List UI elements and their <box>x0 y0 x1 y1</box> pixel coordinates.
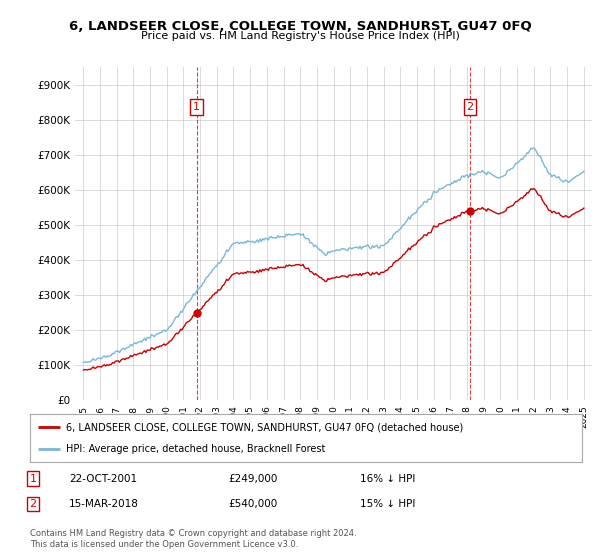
Text: 15-MAR-2018: 15-MAR-2018 <box>69 499 139 509</box>
Text: £540,000: £540,000 <box>228 499 277 509</box>
Text: 2: 2 <box>29 499 37 509</box>
Text: 15% ↓ HPI: 15% ↓ HPI <box>360 499 415 509</box>
Text: Contains HM Land Registry data © Crown copyright and database right 2024.
This d: Contains HM Land Registry data © Crown c… <box>30 529 356 549</box>
Text: Price paid vs. HM Land Registry's House Price Index (HPI): Price paid vs. HM Land Registry's House … <box>140 31 460 41</box>
Text: £249,000: £249,000 <box>228 474 277 484</box>
Text: 1: 1 <box>193 102 200 112</box>
Text: HPI: Average price, detached house, Bracknell Forest: HPI: Average price, detached house, Brac… <box>66 444 325 454</box>
Text: 22-OCT-2001: 22-OCT-2001 <box>69 474 137 484</box>
Text: 6, LANDSEER CLOSE, COLLEGE TOWN, SANDHURST, GU47 0FQ (detached house): 6, LANDSEER CLOSE, COLLEGE TOWN, SANDHUR… <box>66 422 463 432</box>
Text: 1: 1 <box>29 474 37 484</box>
Text: 16% ↓ HPI: 16% ↓ HPI <box>360 474 415 484</box>
Text: 6, LANDSEER CLOSE, COLLEGE TOWN, SANDHURST, GU47 0FQ: 6, LANDSEER CLOSE, COLLEGE TOWN, SANDHUR… <box>68 20 532 32</box>
Text: 2: 2 <box>466 102 473 112</box>
